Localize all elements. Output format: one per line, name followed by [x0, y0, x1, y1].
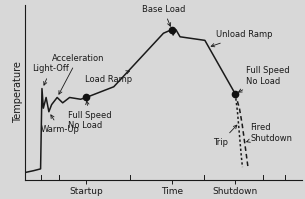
Text: Trip: Trip	[214, 125, 237, 147]
Text: Warm-Up: Warm-Up	[41, 115, 80, 134]
Text: Load Ramp: Load Ramp	[85, 71, 132, 84]
Text: Full Speed
No Load: Full Speed No Load	[239, 66, 290, 92]
Text: Light-Off: Light-Off	[32, 64, 69, 85]
Text: Acceleration: Acceleration	[52, 54, 104, 94]
Text: Full Speed
No Load: Full Speed No Load	[68, 101, 112, 130]
Text: Unload Ramp: Unload Ramp	[211, 30, 272, 47]
Text: Fired
Shutdown: Fired Shutdown	[247, 123, 292, 143]
Y-axis label: Temperature: Temperature	[13, 61, 23, 123]
Text: Base Load: Base Load	[142, 5, 185, 26]
